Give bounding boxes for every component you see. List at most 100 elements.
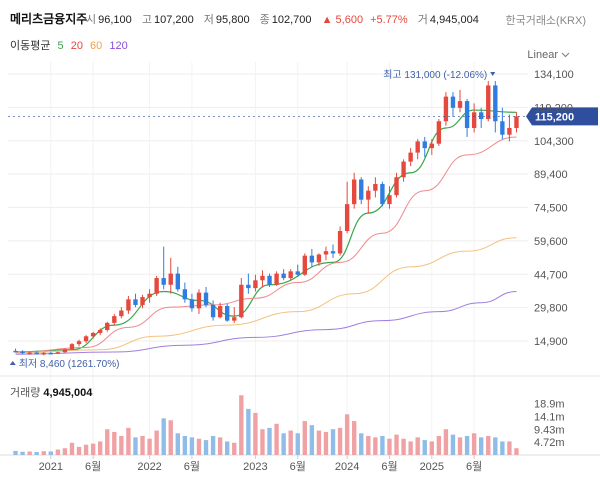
time-tick-label: 6월 xyxy=(184,460,200,473)
low-value: 95,800 xyxy=(215,14,250,26)
volume-bar xyxy=(274,423,279,455)
current-price-label: 115,200 xyxy=(535,111,574,123)
min-price-annotation: 최저 8,460 (1261.70%) xyxy=(19,358,120,370)
candle-body xyxy=(225,306,230,321)
volume-bar xyxy=(20,451,25,455)
candle-body xyxy=(260,275,265,281)
change-value: ▲ 5,600 xyxy=(321,14,364,26)
ma-60-label[interactable]: 60 xyxy=(90,40,103,52)
ma120-line xyxy=(15,290,517,355)
price-tick-label: 134,100 xyxy=(534,69,574,81)
volume-bar xyxy=(133,437,138,455)
volume-bar xyxy=(260,429,265,455)
time-tick-label: 2025 xyxy=(420,461,444,473)
candle-body xyxy=(112,316,117,323)
candle-body xyxy=(337,231,343,254)
candle-body xyxy=(161,278,166,285)
time-tick-label: 6월 xyxy=(466,460,482,473)
candle-body xyxy=(323,251,329,255)
volume-bar xyxy=(62,448,68,455)
candle-body xyxy=(387,195,392,205)
candle-body xyxy=(493,85,498,122)
volume-panel-value: 4,945,004 xyxy=(43,387,93,399)
candle-body xyxy=(366,190,371,200)
candle-body xyxy=(443,96,449,122)
time-tick-label: 2024 xyxy=(335,461,359,473)
min-marker-icon xyxy=(9,361,16,365)
candle-body xyxy=(479,112,484,120)
candle-body xyxy=(20,351,25,354)
candle-body xyxy=(507,127,512,135)
ma-20-label[interactable]: 20 xyxy=(70,40,83,52)
scale-label: Linear xyxy=(527,49,558,61)
ma-5-label[interactable]: 5 xyxy=(57,40,64,52)
volume-bar xyxy=(486,436,491,455)
price-axis: 134,100 119,200 104,300 89,400 74,500 59,600 4… xyxy=(534,69,574,348)
volume-bar xyxy=(450,434,456,455)
candle-body xyxy=(140,297,145,305)
volume-bar xyxy=(161,418,166,455)
volume-label: 거 xyxy=(417,14,428,26)
volume-bar xyxy=(112,431,117,455)
volume-bar xyxy=(415,437,420,455)
volume-bar xyxy=(83,444,89,455)
candle-body xyxy=(175,273,180,290)
volume-bar xyxy=(507,441,512,455)
volume-bar xyxy=(464,436,470,455)
volume-bar xyxy=(69,442,75,455)
candle-body xyxy=(352,179,357,205)
candle-body xyxy=(373,183,378,191)
candle-body xyxy=(429,143,434,149)
volume-bar xyxy=(175,433,180,455)
volume-bar xyxy=(76,446,82,455)
price-tick-label: 14,900 xyxy=(534,336,568,348)
candle-body xyxy=(13,350,18,353)
quote-summary: 시 96,100 고 107,200 저 95,800 종 102,700 ▲ 5,60… xyxy=(86,11,486,27)
candle-body xyxy=(486,85,491,120)
volume-bar xyxy=(514,448,519,455)
volume-bar xyxy=(210,436,216,455)
candle-body xyxy=(514,116,519,128)
volume-bar xyxy=(119,436,124,455)
time-tick-label: 2022 xyxy=(137,461,161,473)
price-tick-label: 89,400 xyxy=(534,169,568,181)
volume-bar xyxy=(189,437,195,455)
candle-body xyxy=(232,317,237,321)
candle-body xyxy=(105,322,110,331)
current-price-tag xyxy=(526,107,598,126)
volume-bar xyxy=(253,412,258,455)
candle-body xyxy=(196,292,202,309)
candle-body xyxy=(69,344,75,350)
close-value: 102,700 xyxy=(271,14,312,26)
volume-bar xyxy=(422,440,427,455)
high-label: 고 xyxy=(141,14,152,26)
chart-gridlines xyxy=(0,62,600,456)
candle-body xyxy=(41,352,46,355)
volume-bar xyxy=(323,431,329,455)
volume-bar xyxy=(239,395,244,455)
scale-selector[interactable]: Linear xyxy=(527,49,570,61)
candle-body xyxy=(126,299,131,311)
candle-body xyxy=(267,275,272,285)
moving-average-legend: 이동평균 5 20 60 120 xyxy=(10,37,132,53)
volume-bar xyxy=(288,430,293,455)
volume-bar xyxy=(387,438,392,455)
volume-bar xyxy=(41,451,46,455)
candle-body xyxy=(457,101,463,108)
candle-body xyxy=(394,177,399,196)
candle-body xyxy=(422,141,427,149)
volume-tick-label: 14.1m xyxy=(534,412,565,424)
volume-bar xyxy=(225,441,230,455)
candlestick-series xyxy=(13,80,519,356)
volume-bar xyxy=(380,436,385,455)
candle-body xyxy=(119,310,124,317)
high-value: 107,200 xyxy=(153,14,194,26)
candle-body xyxy=(408,152,413,162)
volume-bar xyxy=(316,430,322,455)
ma-120-label[interactable]: 120 xyxy=(109,40,128,52)
candle-body xyxy=(27,352,32,355)
candle-body xyxy=(210,304,216,318)
candle-body xyxy=(239,284,244,318)
volume-bar xyxy=(471,433,477,455)
